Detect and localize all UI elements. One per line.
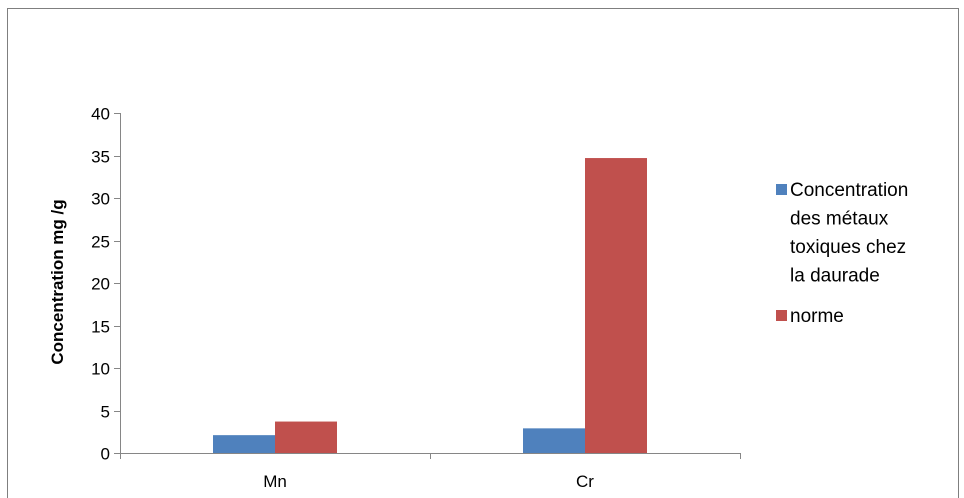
y-tick-label: 40: [91, 105, 110, 124]
legend-swatch: [776, 184, 787, 195]
legend-label: des métaux: [790, 209, 889, 230]
y-tick-label: 10: [91, 360, 110, 379]
y-axis: 0 5 10 15 20 25 30 35 40: [91, 105, 121, 464]
legend-label: Concentration: [790, 180, 908, 201]
y-tick-label: 5: [101, 403, 110, 422]
x-tick-label: Cr: [576, 472, 594, 491]
y-tick-label: 0: [101, 445, 110, 464]
bar-mn-series-2: [275, 421, 337, 453]
y-tick-label: 15: [91, 318, 110, 337]
y-tick-label: 20: [91, 275, 110, 294]
legend-swatch: [776, 310, 787, 321]
x-tick-label: Mn: [263, 472, 287, 491]
x-axis: Mn Cr: [120, 453, 741, 491]
y-tick-label: 30: [91, 190, 110, 209]
y-tick-label: 25: [91, 233, 110, 252]
chart-frame: [7, 8, 959, 498]
bars: [213, 158, 647, 454]
bar-cr-series-2: [585, 158, 647, 454]
bar-mn-series-1: [213, 435, 275, 453]
legend-label: norme: [790, 306, 844, 327]
legend-label: toxiques chez: [790, 237, 906, 258]
bar-cr-series-1: [523, 428, 585, 453]
y-tick-label: 35: [91, 148, 110, 167]
legend-label: la daurade: [790, 266, 880, 287]
legend: Concentration des métaux toxiques chez la d…: [776, 180, 908, 327]
y-axis-title: Concentration mg /g: [48, 199, 67, 364]
